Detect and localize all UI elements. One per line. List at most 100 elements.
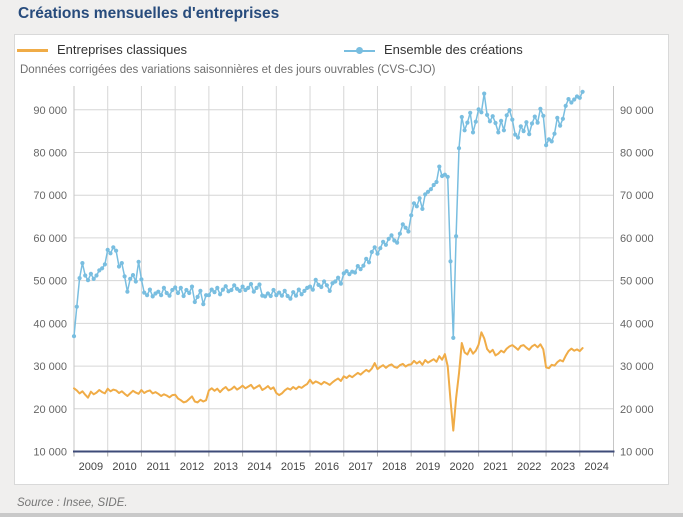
legend-item-ensemble-des-creations[interactable]: Ensemble des créations	[344, 42, 523, 57]
data-point	[105, 247, 110, 252]
data-point	[268, 293, 273, 299]
data-point	[201, 302, 206, 307]
data-point	[237, 288, 242, 293]
data-point	[130, 273, 136, 278]
data-point	[487, 119, 492, 124]
data-point	[437, 164, 442, 169]
data-point	[336, 275, 341, 280]
data-point	[88, 271, 93, 276]
data-point	[246, 285, 251, 290]
data-point	[577, 95, 582, 100]
data-point	[71, 334, 77, 339]
data-point	[91, 276, 96, 281]
data-point	[361, 263, 366, 268]
data-point	[274, 293, 279, 298]
data-point	[493, 120, 498, 126]
legend-line-marker-swatch-blue-icon	[344, 47, 375, 54]
y-axis-label-left: 10 000	[33, 447, 67, 459]
y-axis-label-right: 70 000	[620, 190, 654, 202]
data-point	[510, 117, 515, 122]
data-point	[159, 293, 164, 298]
x-axis-year-label: 2020	[450, 461, 474, 473]
y-axis-label-left: 60 000	[33, 233, 67, 245]
data-point	[80, 261, 85, 266]
data-point	[116, 264, 122, 269]
data-point	[527, 132, 532, 137]
data-point	[125, 289, 130, 294]
data-point	[352, 270, 358, 275]
data-point	[454, 234, 459, 239]
legend-item-entreprises-classiques[interactable]: Entreprises classiques	[17, 42, 187, 57]
series-line-ensemble-des-creations	[73, 91, 584, 339]
legend-label-ensemble-des-creations: Ensemble des créations	[384, 42, 523, 57]
y-axis-label-right: 50 000	[620, 276, 654, 288]
data-point	[473, 119, 478, 124]
data-point	[164, 290, 169, 296]
data-point	[209, 287, 214, 292]
y-axis-label-right: 30 000	[620, 361, 654, 373]
data-point	[74, 304, 79, 309]
data-point	[254, 285, 259, 290]
data-point	[507, 108, 512, 113]
data-point	[293, 293, 299, 298]
data-point	[470, 130, 476, 135]
data-point	[552, 131, 557, 136]
data-point	[555, 115, 560, 120]
data-point	[425, 189, 431, 194]
x-axis-year-label: 2024	[584, 461, 608, 473]
data-point	[501, 128, 506, 133]
data-point	[145, 293, 150, 298]
data-point	[395, 240, 400, 245]
data-point	[558, 123, 563, 128]
legend-marker-dot-icon	[356, 47, 363, 54]
data-point	[181, 293, 186, 299]
data-point	[406, 229, 411, 234]
data-point	[485, 112, 490, 117]
data-point	[420, 206, 425, 211]
data-point	[504, 113, 509, 118]
data-point	[229, 287, 234, 293]
data-point	[563, 103, 568, 108]
data-point	[538, 106, 543, 111]
data-point	[403, 225, 408, 230]
data-point	[515, 135, 521, 140]
data-point	[271, 287, 276, 293]
data-point	[327, 288, 332, 293]
y-axis-label-right: 60 000	[620, 233, 654, 245]
data-point	[479, 110, 484, 115]
chart-card	[14, 34, 669, 485]
data-point	[366, 260, 372, 265]
data-point	[114, 248, 119, 253]
data-point	[232, 283, 237, 288]
x-axis-year-label: 2010	[112, 461, 136, 473]
x-axis-year-label: 2014	[247, 461, 271, 473]
data-point	[277, 290, 282, 295]
data-point	[482, 91, 487, 96]
data-point	[409, 213, 414, 218]
data-point	[94, 273, 99, 278]
data-point	[535, 120, 540, 125]
legend-line-swatch-orange-icon	[17, 48, 48, 52]
data-point	[299, 292, 304, 297]
data-point	[313, 277, 318, 282]
data-point	[381, 239, 386, 244]
data-point	[355, 264, 360, 269]
data-point	[465, 120, 470, 125]
data-point	[307, 284, 313, 289]
x-axis-year-label: 2017	[348, 461, 372, 473]
chart-legend: Entreprises classiques Ensemble des créa…	[0, 42, 683, 60]
y-axis-label-left: 90 000	[33, 105, 67, 117]
data-point	[206, 293, 211, 298]
x-axis-year-label: 2021	[483, 461, 507, 473]
data-point	[560, 116, 566, 121]
x-axis-year-label: 2011	[146, 461, 170, 473]
series-line-entreprises-classiques	[73, 331, 584, 432]
data-point	[147, 287, 152, 292]
chart-subtitle: Données corrigées des variations saisonn…	[20, 64, 436, 76]
data-point	[386, 236, 391, 241]
data-point	[383, 242, 388, 247]
data-point	[513, 132, 518, 137]
data-point	[119, 261, 124, 266]
data-point	[476, 107, 481, 112]
